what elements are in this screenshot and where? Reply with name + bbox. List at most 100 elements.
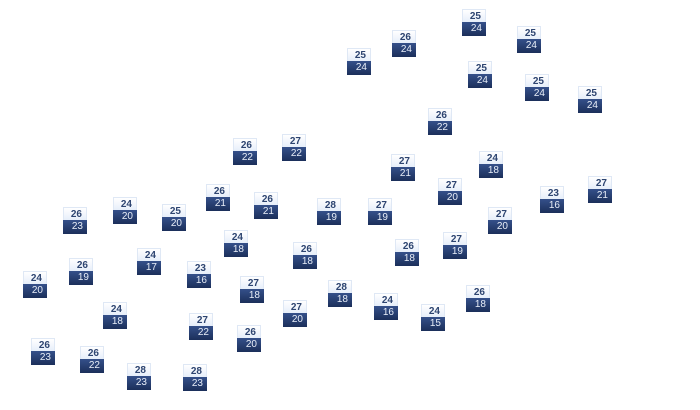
min-temperature: 16 [374, 306, 398, 320]
temperature-marker[interactable]: 26 18 [395, 239, 419, 267]
max-temperature: 23 [540, 186, 564, 199]
max-temperature: 25 [525, 74, 549, 87]
max-temperature: 27 [588, 176, 612, 189]
min-temperature: 21 [391, 167, 415, 181]
max-temperature: 24 [224, 230, 248, 243]
max-temperature: 27 [282, 134, 306, 147]
min-temperature: 20 [23, 284, 47, 298]
max-temperature: 25 [517, 26, 541, 39]
temperature-marker[interactable]: 28 23 [127, 363, 151, 391]
min-temperature: 21 [206, 197, 230, 211]
min-temperature: 19 [443, 245, 467, 259]
temperature-marker[interactable]: 27 20 [488, 207, 512, 235]
temperature-marker[interactable]: 28 23 [183, 364, 207, 392]
temperature-marker[interactable]: 26 23 [31, 338, 55, 366]
temperature-marker[interactable]: 27 22 [282, 134, 306, 162]
max-temperature: 24 [137, 248, 161, 261]
min-temperature: 20 [438, 191, 462, 205]
temperature-marker[interactable]: 25 20 [162, 204, 186, 232]
min-temperature: 18 [293, 255, 317, 269]
temperature-marker[interactable]: 27 19 [443, 232, 467, 260]
temperature-marker[interactable]: 26 20 [237, 325, 261, 353]
max-temperature: 24 [421, 304, 445, 317]
max-temperature: 27 [443, 232, 467, 245]
min-temperature: 21 [588, 189, 612, 203]
max-temperature: 24 [374, 293, 398, 306]
temperature-marker[interactable]: 24 18 [103, 302, 127, 330]
max-temperature: 26 [395, 239, 419, 252]
max-temperature: 26 [31, 338, 55, 351]
temperature-marker[interactable]: 25 24 [525, 74, 549, 102]
temperature-marker[interactable]: 27 20 [283, 300, 307, 328]
min-temperature: 20 [113, 210, 137, 224]
max-temperature: 27 [189, 313, 213, 326]
min-temperature: 23 [63, 220, 87, 234]
temperature-marker[interactable]: 26 22 [80, 346, 104, 374]
min-temperature: 24 [578, 99, 602, 113]
temperature-marker[interactable]: 26 18 [466, 285, 490, 313]
min-temperature: 24 [392, 43, 416, 57]
temperature-marker[interactable]: 27 19 [368, 198, 392, 226]
temperature-marker[interactable]: 23 16 [187, 261, 211, 289]
temperature-marker[interactable]: 26 24 [392, 30, 416, 58]
min-temperature: 18 [466, 298, 490, 312]
temperature-marker[interactable]: 26 21 [254, 192, 278, 220]
temperature-marker[interactable]: 27 21 [391, 154, 415, 182]
min-temperature: 19 [317, 211, 341, 225]
temperature-marker[interactable]: 26 19 [69, 258, 93, 286]
temperature-marker[interactable]: 27 18 [240, 276, 264, 304]
min-temperature: 18 [479, 164, 503, 178]
max-temperature: 24 [23, 271, 47, 284]
min-temperature: 16 [187, 274, 211, 288]
temperature-marker[interactable]: 26 22 [233, 138, 257, 166]
min-temperature: 21 [254, 205, 278, 219]
max-temperature: 26 [80, 346, 104, 359]
temperature-marker[interactable]: 24 16 [374, 293, 398, 321]
min-temperature: 23 [127, 376, 151, 390]
temperature-marker[interactable]: 24 18 [479, 151, 503, 179]
temperature-marker[interactable]: 26 22 [428, 108, 452, 136]
max-temperature: 25 [162, 204, 186, 217]
temperature-marker[interactable]: 28 18 [328, 280, 352, 308]
min-temperature: 20 [283, 313, 307, 327]
min-temperature: 24 [462, 22, 486, 36]
min-temperature: 23 [183, 377, 207, 391]
temperature-marker[interactable]: 27 20 [438, 178, 462, 206]
temperature-marker[interactable]: 27 22 [189, 313, 213, 341]
temperature-marker[interactable]: 24 20 [23, 271, 47, 299]
min-temperature: 18 [240, 289, 264, 303]
max-temperature: 25 [347, 48, 371, 61]
temperature-marker[interactable]: 28 19 [317, 198, 341, 226]
temperature-marker[interactable]: 24 18 [224, 230, 248, 258]
temperature-marker[interactable]: 25 24 [468, 61, 492, 89]
max-temperature: 27 [283, 300, 307, 313]
temperature-marker[interactable]: 24 20 [113, 197, 137, 225]
temperature-marker[interactable]: 27 21 [588, 176, 612, 204]
temperature-marker[interactable]: 25 24 [462, 9, 486, 37]
temperature-marker[interactable]: 25 24 [578, 86, 602, 114]
max-temperature: 26 [254, 192, 278, 205]
temperature-marker[interactable]: 25 24 [517, 26, 541, 54]
max-temperature: 25 [462, 9, 486, 22]
temperature-marker[interactable]: 26 18 [293, 242, 317, 270]
max-temperature: 27 [391, 154, 415, 167]
max-temperature: 25 [468, 61, 492, 74]
min-temperature: 20 [488, 220, 512, 234]
max-temperature: 23 [187, 261, 211, 274]
temperature-marker[interactable]: 24 17 [137, 248, 161, 276]
temperature-marker[interactable]: 24 15 [421, 304, 445, 332]
temperature-marker[interactable]: 23 16 [540, 186, 564, 214]
temperature-marker[interactable]: 25 24 [347, 48, 371, 76]
min-temperature: 22 [189, 326, 213, 340]
max-temperature: 27 [240, 276, 264, 289]
max-temperature: 26 [69, 258, 93, 271]
min-temperature: 18 [328, 293, 352, 307]
temperature-marker[interactable]: 26 23 [63, 207, 87, 235]
min-temperature: 20 [162, 217, 186, 231]
max-temperature: 24 [103, 302, 127, 315]
temperature-marker[interactable]: 26 21 [206, 184, 230, 212]
max-temperature: 26 [206, 184, 230, 197]
max-temperature: 27 [488, 207, 512, 220]
max-temperature: 26 [293, 242, 317, 255]
min-temperature: 22 [428, 121, 452, 135]
